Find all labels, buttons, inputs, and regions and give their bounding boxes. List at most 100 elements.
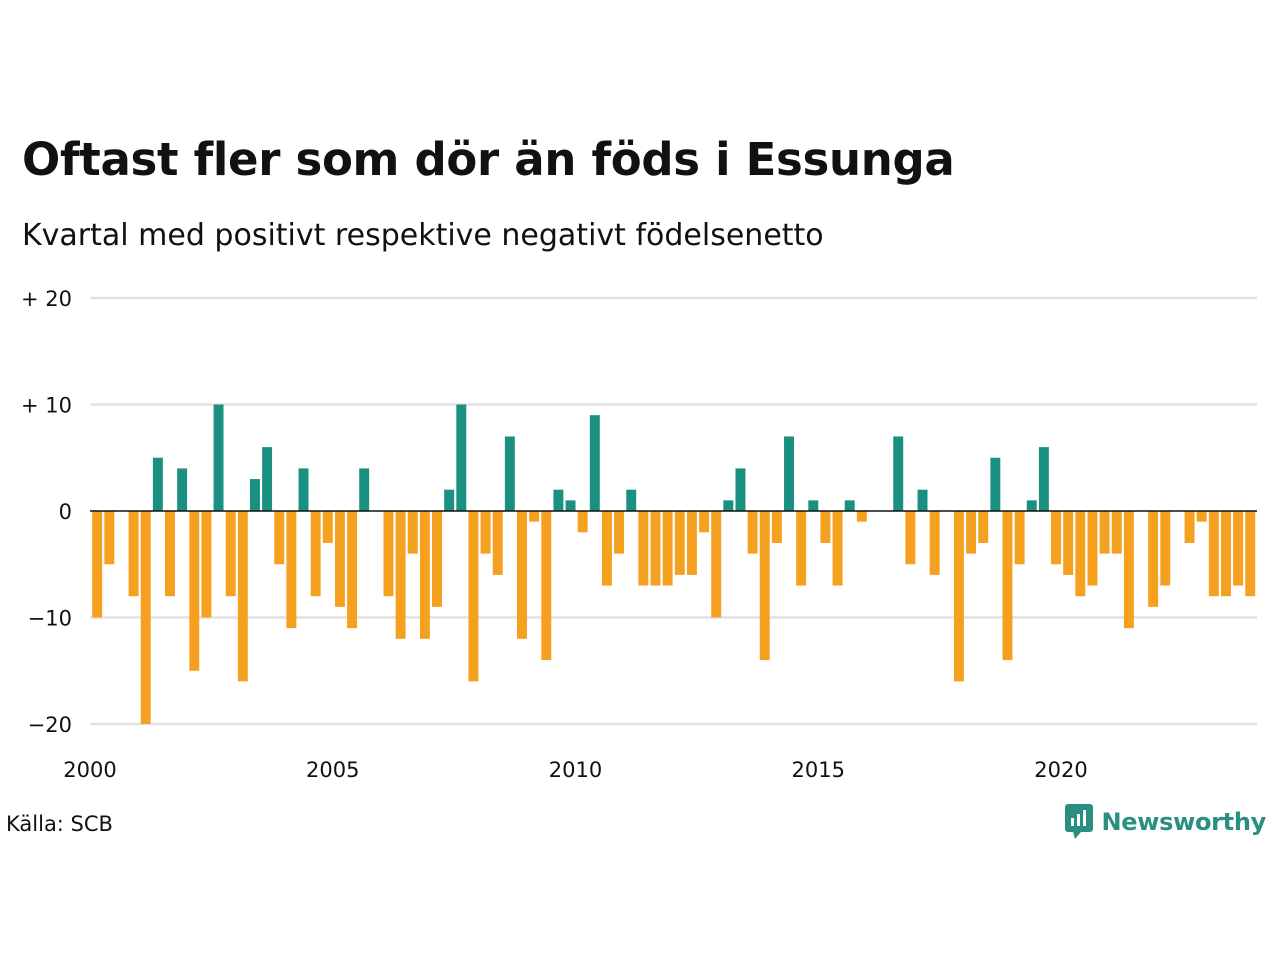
bar-negative xyxy=(1075,511,1086,597)
bar-negative xyxy=(1123,511,1134,629)
bar-negative xyxy=(480,511,491,554)
bar-negative xyxy=(614,511,625,554)
x-tick-label: 2010 xyxy=(549,758,602,782)
bar-negative xyxy=(407,511,418,554)
chart-title: Oftast fler som dör än föds i Essunga xyxy=(22,133,955,186)
bar-negative xyxy=(711,511,722,618)
bar-negative xyxy=(1220,511,1231,597)
bar-negative xyxy=(286,511,297,629)
bar-negative xyxy=(699,511,710,533)
bar-negative xyxy=(383,511,394,597)
bar-positive xyxy=(359,468,370,511)
bar-negative xyxy=(140,511,151,724)
x-tick-label: 2020 xyxy=(1034,758,1087,782)
bar-negative xyxy=(395,511,406,639)
bar-positive xyxy=(456,404,467,511)
bar-positive xyxy=(589,415,600,511)
bar-negative xyxy=(492,511,503,575)
bar-negative xyxy=(347,511,358,629)
bar-negative xyxy=(650,511,661,586)
newsworthy-logo-icon xyxy=(1065,804,1094,839)
bar-negative xyxy=(674,511,685,575)
bar-negative xyxy=(1245,511,1256,597)
bar-positive xyxy=(504,436,515,511)
bar-negative xyxy=(529,511,540,522)
brand-logo-link[interactable]: Newsworthy xyxy=(1065,804,1266,840)
bar-positive xyxy=(249,479,260,511)
bar-negative xyxy=(771,511,782,543)
bar-negative xyxy=(322,511,333,543)
y-tick-label: −10 xyxy=(28,607,72,631)
x-tick-label: 2015 xyxy=(792,758,845,782)
bar-positive xyxy=(444,489,455,511)
axis-labels: + 20 + 10 0 −10 −20 2000 2005 2010 2015 2020 xyxy=(21,287,1088,782)
bar-positive xyxy=(1026,500,1037,511)
chart-subtitle: Kvartal med positivt respektive negativt… xyxy=(22,218,824,253)
bar-negative xyxy=(1051,511,1062,565)
bar-negative xyxy=(1111,511,1122,554)
bar-positive xyxy=(784,436,794,511)
bar-negative xyxy=(310,511,321,597)
bar-negative xyxy=(978,511,989,543)
grid-lines xyxy=(90,296,1257,726)
bar-negative xyxy=(759,511,770,661)
bar-negative xyxy=(1099,511,1110,554)
bar-positive xyxy=(262,447,273,511)
bar-positive xyxy=(213,404,224,511)
bar-chart: + 20 + 10 0 −10 −20 2000 2005 2010 2015 2020 xyxy=(21,287,1257,782)
bar-negative xyxy=(1148,511,1159,607)
bar-negative xyxy=(517,511,527,639)
bar-negative xyxy=(104,511,115,565)
bar-negative xyxy=(953,511,964,682)
bar-negative xyxy=(929,511,940,575)
bar-negative xyxy=(796,511,807,586)
bar-negative xyxy=(1233,511,1244,586)
bar-negative xyxy=(1208,511,1219,597)
bar-positive xyxy=(723,500,734,511)
bar-positive xyxy=(917,489,928,511)
bar-negative xyxy=(225,511,236,597)
bar-negative xyxy=(92,511,103,618)
bar-negative xyxy=(274,511,285,565)
bar-positive xyxy=(626,489,637,511)
bar-positive xyxy=(893,436,904,511)
bar-positive xyxy=(808,500,819,511)
bar-negative xyxy=(165,511,175,597)
bar-positive xyxy=(177,468,188,511)
bar-positive xyxy=(152,457,163,511)
y-tick-label: −20 xyxy=(28,713,72,737)
bar-negative xyxy=(577,511,588,533)
bar-negative xyxy=(1160,511,1171,586)
brand-name: Newsworthy xyxy=(1101,808,1266,836)
x-tick-label: 2000 xyxy=(63,758,116,782)
bar-negative xyxy=(662,511,673,586)
bar-positive xyxy=(298,468,309,511)
bar-negative xyxy=(905,511,916,565)
bar-positive xyxy=(553,489,564,511)
bar-negative xyxy=(1184,511,1195,543)
bar-negative xyxy=(201,511,212,618)
bar-negative xyxy=(237,511,248,682)
bar-negative xyxy=(419,511,430,639)
bar-negative xyxy=(1087,511,1098,586)
bar-negative xyxy=(1196,511,1207,522)
bar-negative xyxy=(189,511,200,671)
bar-negative xyxy=(638,511,649,586)
bar-negative xyxy=(820,511,831,543)
bar-positive xyxy=(1038,447,1049,511)
bar-positive xyxy=(990,457,1001,511)
bar-negative xyxy=(128,511,139,597)
y-tick-label: + 20 xyxy=(21,287,72,311)
bar-positive xyxy=(844,500,855,511)
bar-negative xyxy=(1063,511,1074,575)
source-note: Källa: SCB xyxy=(6,812,113,836)
bar-positive xyxy=(735,468,746,511)
bar-positive xyxy=(565,500,576,511)
bar-negative xyxy=(1014,511,1025,565)
bar-negative xyxy=(541,511,552,661)
bars xyxy=(92,404,1256,724)
bar-negative xyxy=(966,511,977,554)
bar-negative xyxy=(747,511,758,554)
bar-negative xyxy=(468,511,479,682)
y-tick-label: + 10 xyxy=(21,394,72,418)
